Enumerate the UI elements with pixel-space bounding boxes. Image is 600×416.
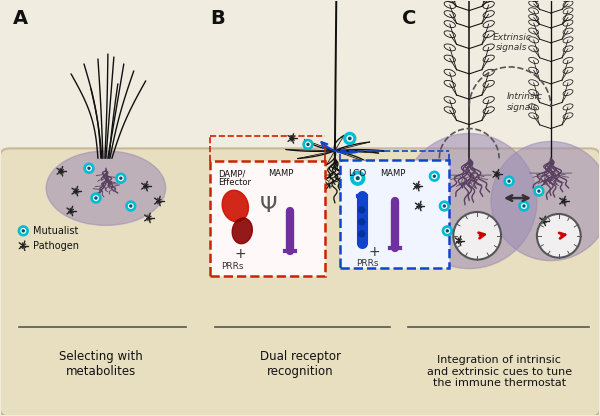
Ellipse shape	[46, 151, 166, 225]
Text: +: +	[235, 247, 246, 261]
Circle shape	[307, 144, 309, 146]
Circle shape	[433, 175, 436, 177]
Circle shape	[87, 166, 91, 171]
Circle shape	[491, 141, 600, 261]
Circle shape	[95, 197, 97, 199]
Circle shape	[116, 173, 126, 183]
Circle shape	[355, 175, 361, 181]
Circle shape	[356, 177, 359, 180]
Text: PRRs: PRRs	[221, 262, 244, 270]
Text: C: C	[401, 9, 416, 28]
Circle shape	[84, 163, 94, 173]
Circle shape	[537, 214, 581, 258]
Circle shape	[119, 176, 123, 181]
Text: Dual receptor
recognition: Dual receptor recognition	[260, 350, 341, 378]
Circle shape	[538, 190, 540, 192]
Circle shape	[306, 142, 310, 147]
Circle shape	[359, 207, 365, 213]
Circle shape	[432, 174, 437, 178]
Circle shape	[19, 226, 28, 236]
Circle shape	[508, 180, 510, 182]
Circle shape	[519, 201, 529, 211]
Circle shape	[22, 230, 24, 232]
Text: Effector: Effector	[218, 178, 251, 187]
Circle shape	[126, 201, 136, 211]
Text: MAMP: MAMP	[380, 169, 405, 178]
Text: A: A	[13, 9, 28, 28]
FancyBboxPatch shape	[0, 149, 600, 416]
Circle shape	[507, 179, 511, 183]
Circle shape	[445, 229, 449, 233]
Circle shape	[442, 226, 452, 236]
Text: Selecting with
metabolites: Selecting with metabolites	[59, 350, 143, 378]
Circle shape	[442, 204, 446, 208]
Circle shape	[359, 219, 365, 225]
Text: Intrinsic
signals: Intrinsic signals	[507, 92, 543, 111]
Circle shape	[91, 193, 101, 203]
Text: B: B	[211, 9, 225, 28]
Circle shape	[443, 205, 445, 207]
Text: MAMP: MAMP	[268, 169, 293, 178]
Text: Extrinsic
signals: Extrinsic signals	[493, 32, 532, 52]
Circle shape	[120, 177, 122, 179]
Circle shape	[347, 136, 352, 141]
FancyBboxPatch shape	[340, 160, 449, 267]
Text: LCO: LCO	[348, 169, 366, 178]
Circle shape	[303, 139, 313, 149]
Circle shape	[522, 204, 526, 208]
Circle shape	[430, 171, 439, 181]
Ellipse shape	[222, 190, 248, 222]
Circle shape	[401, 134, 537, 269]
Circle shape	[94, 196, 98, 200]
Text: PRRs: PRRs	[356, 259, 379, 267]
Circle shape	[349, 137, 351, 140]
Text: +: +	[369, 245, 380, 259]
Circle shape	[453, 212, 501, 260]
Circle shape	[128, 204, 133, 208]
Circle shape	[534, 186, 544, 196]
Text: Mutualist: Mutualist	[33, 226, 79, 236]
Ellipse shape	[232, 218, 253, 244]
Circle shape	[446, 230, 448, 232]
Circle shape	[130, 205, 132, 207]
Circle shape	[21, 229, 26, 233]
Text: Ψ: Ψ	[259, 196, 277, 216]
Circle shape	[351, 171, 365, 185]
FancyBboxPatch shape	[211, 161, 325, 275]
Text: Integration of intrinsic
and extrinsic cues to tune
the immune thermostat: Integration of intrinsic and extrinsic c…	[427, 355, 572, 388]
Circle shape	[504, 176, 514, 186]
Circle shape	[88, 167, 90, 169]
Text: DAMP/: DAMP/	[218, 169, 246, 178]
Circle shape	[439, 201, 449, 211]
Circle shape	[523, 205, 525, 207]
Circle shape	[536, 189, 541, 193]
Circle shape	[344, 133, 356, 144]
Text: Pathogen: Pathogen	[33, 241, 79, 251]
Circle shape	[359, 231, 365, 237]
